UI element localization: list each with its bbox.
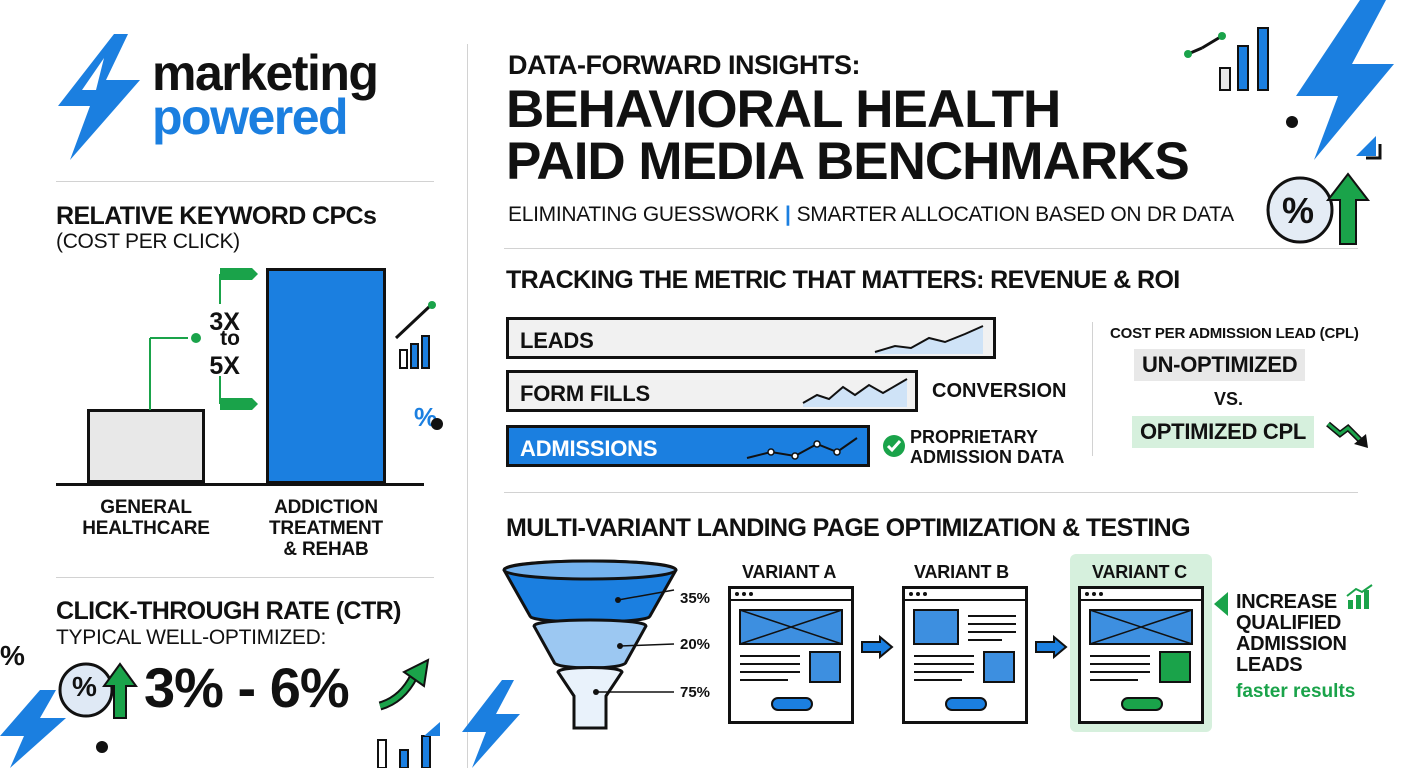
dot-icon	[431, 418, 443, 430]
header-percent-badge-text: %	[1282, 190, 1315, 231]
funnel-pct-2: 20%	[680, 636, 711, 653]
variant-a-wireframe	[728, 586, 854, 724]
variant-b-label: VARIANT B	[914, 562, 1009, 582]
bar-general-healthcare	[87, 409, 205, 483]
divider	[56, 577, 434, 578]
column-divider	[1092, 322, 1093, 456]
lightning-bolt-icon	[462, 680, 520, 768]
percent-up-badge-icon	[58, 662, 138, 719]
divider	[504, 492, 1358, 493]
unoptimized-pill: UN-OPTIMIZED	[1134, 349, 1306, 381]
column-divider	[467, 44, 468, 768]
cpc-title: RELATIVE KEYWORD CPCs	[56, 202, 377, 230]
logo-wordmark-top: marketing	[152, 45, 379, 101]
multiplier-3x: 3X	[209, 308, 240, 336]
mini-bar-chart-icon	[377, 735, 431, 768]
variant-a-label: VARIANT A	[742, 562, 837, 582]
header-title: BEHAVIORAL HEALTH PAID MEDIA BENCHMARKS	[506, 80, 1190, 191]
divider	[504, 248, 1358, 249]
stage-form-fills: FORM FILLS	[506, 370, 918, 412]
trend-down-arrow-icon	[1326, 421, 1368, 448]
sparkline-icon	[874, 325, 984, 354]
bar-addiction-treatment	[266, 268, 386, 484]
edge-percent-icon: %	[0, 640, 25, 671]
logo-wordmark-bottom: powered	[152, 89, 349, 145]
versus-label: VS.	[1214, 389, 1244, 409]
stage-admissions: ADMISSIONS	[506, 425, 870, 467]
testing-title: MULTI-VARIANT LANDING PAGE OPTIMIZATION …	[506, 514, 1191, 542]
corner-triangle-icon	[1356, 136, 1382, 160]
multiplier-5x: 5X	[209, 352, 240, 380]
check-circle-icon	[883, 435, 905, 457]
divider	[56, 181, 434, 182]
stage-label-leads: LEADS	[520, 328, 594, 353]
logo: marketing powered	[0, 0, 440, 170]
ctr-range: 3% - 6%	[144, 656, 350, 719]
funnel-pct-3: 75%	[680, 684, 711, 701]
variant-c-label: VARIANT C	[1092, 562, 1187, 582]
ctr-percent-badge-text: %	[72, 671, 97, 702]
header-kicker: DATA-FORWARD INSIGHTS:	[508, 50, 860, 80]
arrow-right-icon	[1035, 634, 1068, 660]
optimized-pill: OPTIMIZED CPL	[1132, 416, 1314, 448]
pointer-triangle-icon	[1214, 592, 1228, 616]
tracking-title: TRACKING THE METRIC THAT MATTERS: REVENU…	[506, 266, 1180, 294]
lightning-bolt-icon	[1296, 0, 1394, 160]
growth-bars-icon	[1346, 584, 1373, 609]
multiplier-to: to	[220, 327, 240, 350]
dot-icon	[96, 741, 108, 753]
funnel-pct-1: 35%	[680, 590, 711, 607]
increase-leads-callout: INCREASE QUALIFIED ADMISSION LEADS	[1236, 591, 1347, 676]
ctr-subtitle: TYPICAL WELL-OPTIMIZED:	[56, 626, 327, 649]
stage-leads: LEADS	[506, 317, 996, 359]
lightning-bolt-icon	[58, 34, 140, 160]
variant-c-wireframe	[1078, 586, 1204, 724]
arrow-right-icon	[861, 634, 894, 660]
funnel-icon	[502, 559, 678, 730]
multiplier-bracket	[149, 268, 258, 410]
stage-label-form-fills: FORM FILLS	[520, 381, 650, 406]
conversion-label: CONVERSION	[932, 380, 1067, 402]
variant-b-wireframe	[902, 586, 1028, 724]
dot-icon	[1286, 116, 1298, 128]
lightning-bolt-icon	[0, 690, 66, 768]
stage-label-admissions: ADMISSIONS	[520, 436, 658, 461]
sparkline-icon	[802, 378, 908, 407]
ctr-title: CLICK-THROUGH RATE (CTR)	[56, 597, 401, 625]
cpc-subtitle: (COST PER CLICK)	[56, 230, 240, 253]
percent-up-badge-icon	[1266, 172, 1371, 245]
sparkline-icon	[746, 437, 858, 460]
analytics-chart-icon	[1184, 27, 1269, 91]
cpl-title: COST PER ADMISSION LEAD (CPL)	[1110, 325, 1359, 342]
trend-up-arrow-icon	[378, 658, 430, 711]
chart-baseline	[56, 483, 424, 486]
corner-triangle-icon	[424, 722, 440, 736]
faster-results-label: faster results	[1236, 681, 1356, 702]
header-subtitle: ELIMINATING GUESSWORK | SMARTER ALLOCATION…	[508, 203, 1234, 226]
category-label-general: GENERAL HEALTHCARE	[82, 497, 210, 539]
mini-bar-chart-icon	[394, 301, 436, 369]
proprietary-data-label: PROPRIETARY ADMISSION DATA	[910, 427, 1065, 467]
category-label-addiction: ADDICTION TREATMENT & REHAB	[269, 497, 383, 560]
